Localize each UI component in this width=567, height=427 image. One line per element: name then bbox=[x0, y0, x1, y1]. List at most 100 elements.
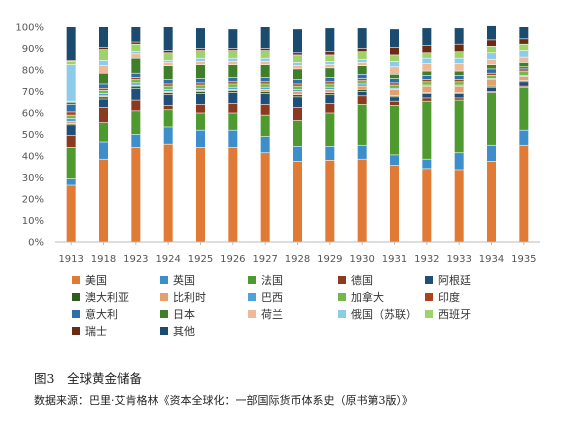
bar-segment bbox=[228, 77, 238, 82]
bar-segment bbox=[131, 88, 141, 101]
bar-stack-1935 bbox=[519, 27, 529, 242]
bar-segment bbox=[196, 130, 205, 148]
bar-segment bbox=[519, 145, 529, 242]
bar-segment bbox=[487, 79, 496, 87]
bar-segment bbox=[357, 83, 367, 87]
legend-swatch bbox=[72, 310, 80, 318]
bar-segment bbox=[131, 51, 141, 54]
bar-segment bbox=[99, 159, 108, 242]
bar-segment bbox=[293, 107, 302, 121]
x-tick-label: 1927 bbox=[252, 254, 277, 265]
bar-segment bbox=[454, 169, 464, 242]
bar-stack-1933 bbox=[454, 28, 464, 242]
legend-item: 法国 bbox=[248, 273, 283, 287]
legend-label: 荷兰 bbox=[261, 308, 283, 321]
legend-label: 法国 bbox=[261, 273, 283, 287]
bar-segment bbox=[487, 52, 496, 60]
bar-segment bbox=[260, 89, 270, 92]
bar-segment bbox=[390, 105, 399, 155]
bar-segment bbox=[66, 135, 76, 148]
bar-segment bbox=[228, 92, 238, 104]
bar-segment bbox=[163, 60, 173, 63]
bar-stack-1929 bbox=[325, 28, 335, 242]
bar-segment bbox=[519, 81, 529, 87]
bar-segment bbox=[163, 27, 173, 51]
bar-segment bbox=[519, 87, 529, 131]
bar-segment bbox=[293, 94, 302, 97]
bar-segment bbox=[163, 79, 173, 84]
y-tick-label: 40% bbox=[22, 152, 44, 163]
bar-segment bbox=[454, 152, 464, 170]
bar-segment bbox=[99, 142, 108, 160]
bar-segment bbox=[163, 89, 173, 92]
legend-swatch bbox=[160, 327, 168, 335]
legend-item: 澳大利亚 bbox=[72, 290, 129, 304]
bar-segment bbox=[196, 104, 205, 113]
bar-segment bbox=[422, 52, 432, 59]
bar-stack-1923 bbox=[131, 27, 141, 242]
bar-segment bbox=[66, 124, 76, 136]
bar-segment bbox=[99, 47, 108, 50]
y-tick-label: 0% bbox=[28, 238, 44, 249]
bar-segment bbox=[99, 27, 108, 48]
legend-swatch bbox=[425, 293, 433, 301]
bar-segment bbox=[487, 78, 496, 80]
bar-segment bbox=[357, 91, 367, 96]
bar-segment bbox=[487, 75, 496, 79]
bar-segment bbox=[293, 52, 302, 55]
x-tick-label: 1932 bbox=[414, 254, 439, 265]
bar-segment bbox=[454, 28, 464, 45]
bar-segment bbox=[422, 58, 432, 64]
bar-segment bbox=[66, 185, 76, 242]
bar-segment bbox=[487, 59, 496, 65]
bar-segment bbox=[293, 96, 302, 108]
bar-segment bbox=[519, 44, 529, 51]
bar-segment bbox=[99, 95, 108, 97]
bar-segment bbox=[131, 147, 141, 242]
legend-item: 德国 bbox=[338, 273, 373, 287]
y-tick-label: 60% bbox=[22, 109, 44, 120]
bar-segment bbox=[390, 165, 399, 242]
bar-segment bbox=[66, 61, 76, 65]
bar-segment bbox=[293, 120, 302, 147]
legend-swatch bbox=[338, 310, 346, 318]
bar-segment bbox=[163, 144, 173, 242]
x-tick-label: 1934 bbox=[479, 254, 504, 265]
bar-segment bbox=[163, 52, 173, 61]
bar-segment bbox=[487, 46, 496, 53]
bar-segment bbox=[260, 48, 270, 51]
bar-segment bbox=[131, 85, 141, 87]
legend-label: 意大利 bbox=[85, 307, 118, 321]
bar-segment bbox=[487, 87, 496, 92]
bar-segment bbox=[99, 90, 108, 94]
legend-item: 英国 bbox=[160, 273, 195, 287]
legend-item: 日本 bbox=[160, 307, 195, 321]
bar-segment bbox=[422, 75, 432, 80]
bar-segment bbox=[131, 79, 141, 83]
bar-segment bbox=[228, 64, 238, 78]
x-tick-label: 1929 bbox=[317, 254, 342, 265]
legend-swatch bbox=[425, 276, 433, 284]
bar-segment bbox=[196, 93, 205, 105]
bar-segment bbox=[163, 126, 173, 145]
bar-segment bbox=[325, 87, 335, 90]
bar-segment bbox=[357, 48, 367, 52]
bar-segment bbox=[66, 102, 76, 105]
bar-segment bbox=[422, 45, 432, 53]
legend-label: 巴西 bbox=[261, 291, 283, 304]
legend-label: 阿根廷 bbox=[438, 273, 471, 287]
x-tick-label: 1935 bbox=[511, 254, 536, 265]
bar-segment bbox=[454, 79, 464, 82]
bar-segment bbox=[519, 27, 529, 39]
bar-segment bbox=[260, 136, 270, 153]
legend-item: 意大利 bbox=[72, 307, 118, 321]
bar-segment bbox=[196, 82, 205, 86]
legend-item: 阿根廷 bbox=[425, 273, 471, 287]
legend-item: 西班牙 bbox=[425, 308, 471, 321]
bar-segment bbox=[325, 67, 335, 78]
bar-segment bbox=[390, 154, 399, 166]
bar-segment bbox=[454, 75, 464, 80]
bar-segment bbox=[163, 50, 173, 53]
legend-item: 瑞士 bbox=[72, 324, 107, 338]
bar-segment bbox=[66, 101, 76, 103]
